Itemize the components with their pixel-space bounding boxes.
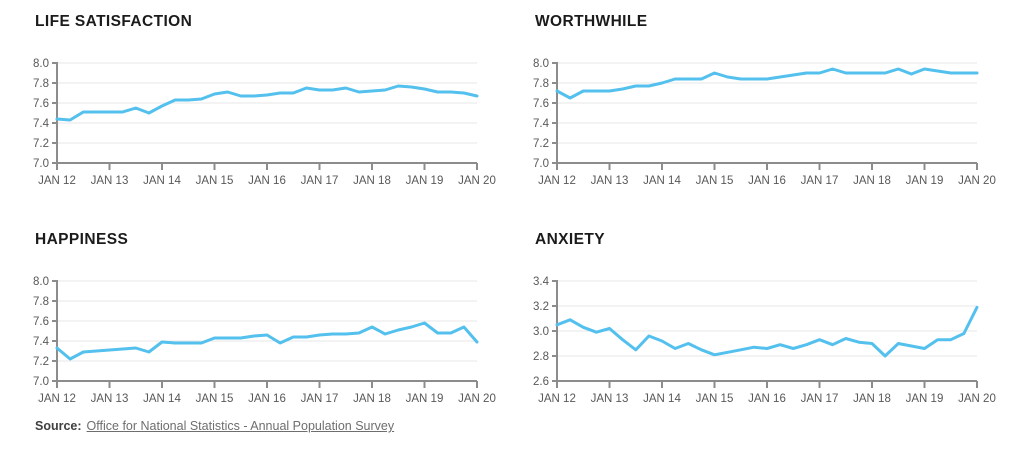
y-tick-label: 8.0 (33, 58, 49, 70)
chart-title-happiness: HAPPINESS (35, 231, 129, 248)
y-tick-label: 7.6 (533, 98, 549, 110)
x-tick-label: JAN 15 (196, 393, 234, 405)
x-tick-label: JAN 19 (406, 393, 444, 405)
line-plot-worthwhile: 7.0 7.2 7.4 7.6 7.8 8.0 JAN 12 JAN 13 JAN 14 JAN … (533, 58, 996, 187)
y-tick-label: 7.2 (33, 356, 49, 368)
y-tick-label: 2.8 (533, 351, 549, 363)
y-tick-label: 7.4 (33, 118, 50, 130)
chart-title-worthwhile: WORTHWHILE (535, 13, 648, 30)
chart-worthwhile: WORTHWHILE 7.0 7.2 7.4 7.6 7.8 8.0 JAN 12 JAN 1… (533, 12, 1000, 188)
x-tick-label: JAN 12 (538, 393, 576, 405)
line-plot-anxiety: 2.6 2.8 3.0 3.2 3.4 JAN 12 JAN 13 JAN 14 JAN 15 J… (533, 276, 996, 405)
y-tick-label: 3.0 (533, 326, 549, 338)
x-tick-label: JAN 20 (958, 393, 996, 405)
y-tick-label: 7.6 (33, 316, 49, 328)
y-tick-label: 7.4 (33, 336, 50, 348)
y-tick-label: 7.0 (33, 376, 49, 388)
x-tick-label: JAN 13 (591, 393, 629, 405)
y-tick-label: 8.0 (33, 276, 49, 288)
x-tick-label: JAN 15 (196, 175, 234, 187)
source-line: Source: Office for National Statistics - … (35, 419, 394, 433)
x-tick-label: JAN 18 (853, 393, 891, 405)
x-tick-label: JAN 18 (353, 393, 391, 405)
x-tick-label: JAN 16 (748, 175, 786, 187)
data-line (555, 67, 979, 100)
x-tick-label: JAN 17 (301, 393, 339, 405)
line-plot-happiness: 7.0 7.2 7.4 7.6 7.8 8.0 JAN 12 JAN 13 JAN 14 JAN … (33, 276, 496, 405)
y-tick-label: 7.4 (533, 118, 550, 130)
y-tick-label: 2.6 (533, 376, 549, 388)
x-tick-label: JAN 13 (591, 175, 629, 187)
x-tick-label: JAN 14 (643, 393, 681, 405)
x-tick-label: JAN 12 (38, 393, 76, 405)
x-tick-label: JAN 19 (406, 175, 444, 187)
x-tick-label: JAN 20 (958, 175, 996, 187)
y-tick-label: 7.8 (33, 296, 49, 308)
data-line (55, 321, 479, 361)
x-tick-label: JAN 18 (853, 175, 891, 187)
y-tick-label: 7.0 (33, 158, 49, 170)
x-tick-label: JAN 19 (906, 393, 944, 405)
x-tick-label: JAN 15 (696, 175, 734, 187)
x-tick-label: JAN 17 (801, 393, 839, 405)
chart-anxiety: ANXIETY 2.6 2.8 3.0 3.2 3.4 JAN 12 JAN 13 JAN 1… (533, 230, 1000, 406)
chart-life-satisfaction: LIFE SATISFACTION 7.0 7.2 7.4 7.6 7.8 8.0 JAN … (33, 12, 500, 188)
x-tick-label: JAN 13 (91, 393, 129, 405)
chart-happiness: HAPPINESS 7.0 7.2 7.4 7.6 7.8 8.0 JAN 12 JAN 13… (33, 230, 500, 406)
x-tick-label: JAN 20 (458, 393, 496, 405)
x-tick-label: JAN 20 (458, 175, 496, 187)
x-tick-label: JAN 12 (38, 175, 76, 187)
y-tick-label: 7.0 (533, 158, 549, 170)
source-link[interactable]: Office for National Statistics - Annual … (86, 419, 395, 433)
x-tick-label: JAN 17 (801, 175, 839, 187)
data-line (55, 84, 479, 122)
y-tick-label: 7.8 (533, 78, 549, 90)
y-tick-label: 8.0 (533, 58, 549, 70)
x-tick-label: JAN 14 (643, 175, 681, 187)
x-tick-label: JAN 16 (748, 393, 786, 405)
x-tick-label: JAN 18 (353, 175, 391, 187)
x-tick-label: JAN 17 (301, 175, 339, 187)
y-tick-label: 7.8 (33, 78, 49, 90)
source-label: Source: (35, 419, 82, 433)
y-tick-label: 3.2 (533, 301, 549, 313)
y-tick-label: 7.6 (33, 98, 49, 110)
chart-title-anxiety: ANXIETY (535, 231, 605, 248)
x-tick-label: JAN 16 (248, 175, 286, 187)
line-plot-life-satisfaction: 7.0 7.2 7.4 7.6 7.8 8.0 JAN 12 JAN 13 JAN 14 JAN … (33, 58, 496, 187)
x-tick-label: JAN 19 (906, 175, 944, 187)
x-tick-label: JAN 12 (538, 175, 576, 187)
y-tick-label: 7.2 (533, 138, 549, 150)
x-tick-label: JAN 16 (248, 393, 286, 405)
x-tick-label: JAN 15 (696, 393, 734, 405)
y-tick-label: 3.4 (533, 276, 550, 288)
x-tick-label: JAN 13 (91, 175, 129, 187)
chart-title-life-satisfaction: LIFE SATISFACTION (35, 13, 193, 30)
data-line (555, 305, 979, 358)
y-tick-label: 7.2 (33, 138, 49, 150)
x-tick-label: JAN 14 (143, 393, 181, 405)
x-tick-label: JAN 14 (143, 175, 181, 187)
